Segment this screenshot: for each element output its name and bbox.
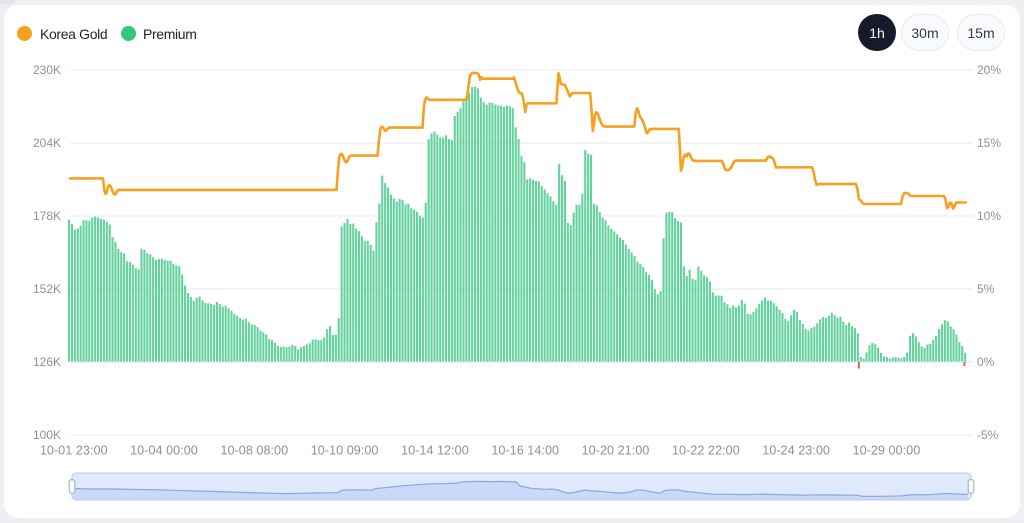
svg-text:15%: 15% xyxy=(977,136,1001,150)
svg-text:152K: 152K xyxy=(33,282,61,296)
svg-text:5%: 5% xyxy=(977,282,995,296)
svg-text:-5%: -5% xyxy=(977,428,999,442)
svg-text:204K: 204K xyxy=(33,136,61,150)
svg-text:230K: 230K xyxy=(33,63,61,77)
svg-text:0%: 0% xyxy=(977,355,995,369)
svg-text:10-29 00:00: 10-29 00:00 xyxy=(853,444,921,458)
svg-text:10-16 14:00: 10-16 14:00 xyxy=(491,444,559,458)
svg-text:10-20 21:00: 10-20 21:00 xyxy=(582,444,650,458)
svg-text:178K: 178K xyxy=(33,209,61,223)
svg-text:10-10 09:00: 10-10 09:00 xyxy=(311,444,379,458)
svg-text:100K: 100K xyxy=(33,428,61,442)
svg-text:10-08 08:00: 10-08 08:00 xyxy=(220,444,288,458)
svg-text:10%: 10% xyxy=(977,209,1001,223)
svg-text:10-01 23:00: 10-01 23:00 xyxy=(40,444,108,458)
svg-text:10-04 00:00: 10-04 00:00 xyxy=(130,444,198,458)
svg-text:20%: 20% xyxy=(977,63,1001,77)
svg-text:10-14 12:00: 10-14 12:00 xyxy=(401,444,469,458)
svg-text:10-24 23:00: 10-24 23:00 xyxy=(762,444,830,458)
svg-text:126K: 126K xyxy=(33,355,61,369)
svg-text:10-22 22:00: 10-22 22:00 xyxy=(672,444,740,458)
